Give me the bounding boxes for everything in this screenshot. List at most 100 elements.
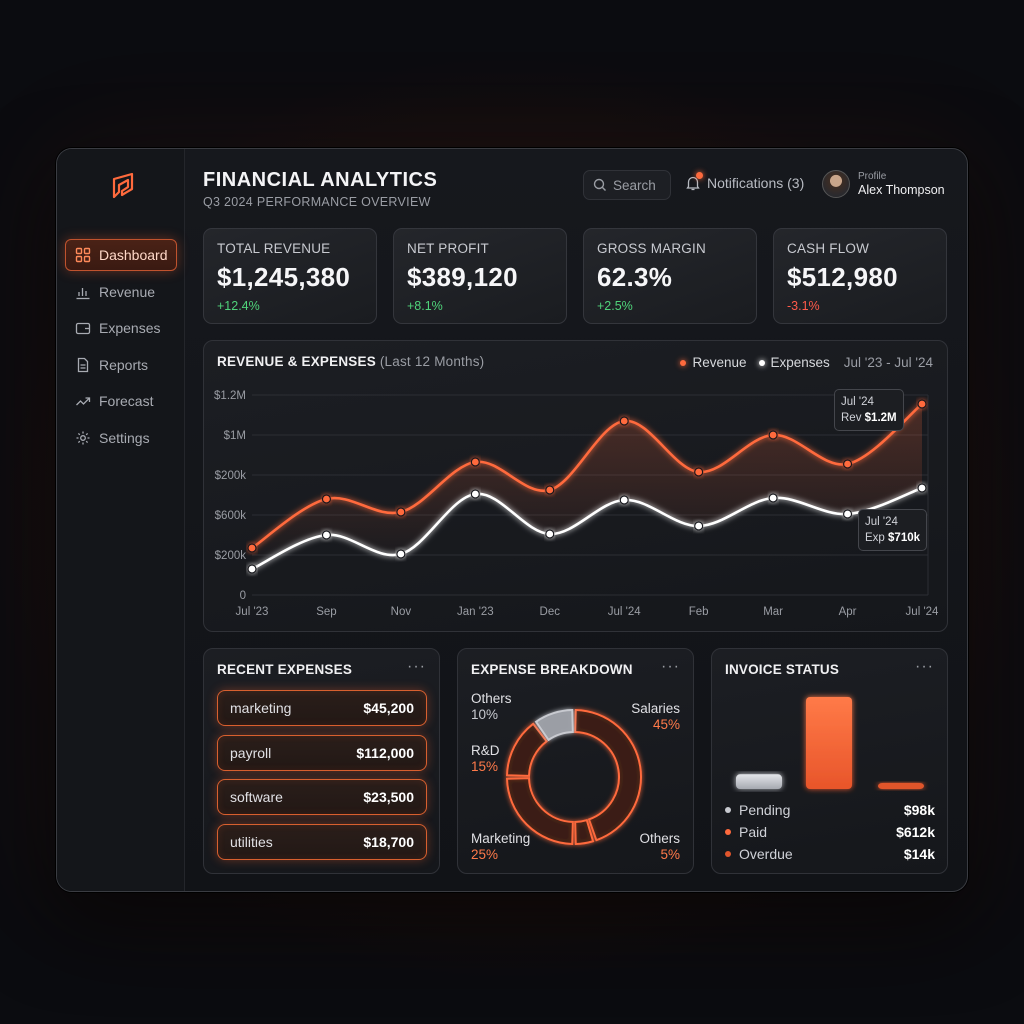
legend-dot-revenue <box>680 359 687 366</box>
donut-label-name: Others <box>471 691 512 706</box>
x-tick-label: Sep <box>316 606 336 618</box>
data-point-expenses <box>545 529 555 539</box>
main-content: FINANCIAL ANALYTICS Q3 2024 PERFORMANCE … <box>185 149 967 891</box>
tooltip-expenses-value-line: Exp $710k <box>865 530 920 546</box>
data-point-expenses <box>247 564 257 574</box>
donut-label-pct: 5% <box>660 847 680 862</box>
search-input[interactable]: Search <box>583 170 671 200</box>
invoice-status-title: INVOICE STATUS <box>725 662 840 677</box>
sidebar-item-label: Dashboard <box>99 247 168 263</box>
grid-icon <box>75 247 91 263</box>
data-point-revenue <box>545 485 555 495</box>
data-point-revenue <box>619 416 629 426</box>
brand-logo-icon[interactable] <box>107 171 135 201</box>
kpi-card-net-profit[interactable]: NET PROFIT $389,120 +8.1% <box>393 228 567 324</box>
invoice-bar-paid <box>806 697 852 789</box>
donut-segment <box>505 722 549 777</box>
kpi-card-total-revenue[interactable]: TOTAL REVENUE $1,245,380 +12.4% <box>203 228 377 324</box>
sidebar-item-expenses[interactable]: Expenses <box>65 312 177 344</box>
sidebar-item-label: Forecast <box>99 393 154 410</box>
y-tick-label: $1.2M <box>214 390 246 402</box>
tooltip-revenue-value-line: Rev $1.2M <box>841 410 897 426</box>
invoice-status-label: Paid <box>739 824 768 840</box>
donut-segment <box>574 818 595 846</box>
expense-item[interactable]: software $23,500 <box>217 779 427 815</box>
more-options-icon[interactable]: ··· <box>915 658 934 675</box>
data-point-revenue <box>917 399 927 409</box>
data-point-expenses <box>396 549 406 559</box>
tooltip-expenses-value: $710k <box>888 532 921 544</box>
sidebar-item-label: Expenses <box>99 320 161 337</box>
chart-title-note: (Last 12 Months) <box>379 354 485 369</box>
line-chart: $1.2M $1M $200k $600k $200k 0 Jul '23 Sep Nov Jan… <box>214 390 939 618</box>
y-tick-label: 0 <box>240 590 246 602</box>
donut-label-name: Salaries <box>631 701 680 716</box>
legend-label-expenses: Expenses <box>770 355 830 370</box>
kpi-delta: +2.5% <box>597 299 633 313</box>
invoice-bar-chart <box>736 697 924 789</box>
donut-segment <box>505 777 574 846</box>
expense-item[interactable]: utilities $18,700 <box>217 824 427 860</box>
sidebar-item-reports[interactable]: Reports <box>65 349 177 381</box>
more-options-icon[interactable]: ··· <box>407 658 426 675</box>
document-icon <box>77 357 89 372</box>
kpi-card-gross-margin[interactable]: GROSS MARGIN 62.3% +2.5% <box>583 228 757 324</box>
sidebar-item-dashboard[interactable]: Dashboard <box>65 239 177 271</box>
legend-item-revenue[interactable]: Revenue <box>680 355 747 370</box>
tooltip-revenue: Jul '24 Rev $1.2M <box>834 389 904 431</box>
bar-chart-icon <box>76 287 90 299</box>
more-options-icon[interactable]: ··· <box>661 658 680 675</box>
notifications-button[interactable]: Notifications (3) <box>685 172 804 191</box>
expense-item[interactable]: payroll $112,000 <box>217 735 427 771</box>
profile-name: Alex Thompson <box>858 183 945 197</box>
x-tick-label: Jan '23 <box>457 606 494 618</box>
donut-chart <box>505 708 642 846</box>
expense-item[interactable]: marketing $45,200 <box>217 690 427 726</box>
tooltip-expenses-prefix: Exp <box>865 532 885 544</box>
trend-icon <box>76 397 91 406</box>
invoice-bar-pending <box>736 774 782 789</box>
data-point-revenue <box>694 467 704 477</box>
legend-dot <box>725 807 731 813</box>
kpi-label: TOTAL REVENUE <box>217 241 331 256</box>
kpi-value: $512,980 <box>787 262 898 292</box>
expense-breakdown-title: EXPENSE BREAKDOWN <box>471 662 633 677</box>
data-point-expenses <box>321 530 332 540</box>
data-point-expenses <box>694 521 704 531</box>
donut-label-name: Marketing <box>471 831 531 846</box>
notification-badge <box>696 172 703 179</box>
expense-name: software <box>230 789 283 805</box>
search-placeholder: Search <box>613 177 656 193</box>
expense-amount: $45,200 <box>363 700 414 716</box>
data-point-revenue <box>768 430 778 440</box>
recent-expenses-title: RECENT EXPENSES <box>217 662 353 677</box>
expense-name: utilities <box>230 834 273 850</box>
tooltip-revenue-date: Jul '24 <box>841 396 874 408</box>
kpi-value: 62.3% <box>597 262 673 292</box>
x-tick-label: Jul '24 <box>906 606 939 618</box>
invoice-legend-row: Paid $612k <box>725 824 935 840</box>
kpi-card-cash-flow[interactable]: CASH FLOW $512,980 -3.1% <box>773 228 947 324</box>
donut-label-pct: 15% <box>471 759 499 774</box>
sidebar-item-label: Revenue <box>99 283 156 300</box>
kpi-label: CASH FLOW <box>787 241 870 256</box>
kpi-value: $389,120 <box>407 262 518 292</box>
sidebar-item-settings[interactable]: Settings <box>65 422 177 454</box>
app-window: Dashboard Revenue Expenses Reports Forec… <box>56 148 968 892</box>
sidebar-item-revenue[interactable]: Revenue <box>65 276 177 308</box>
series-line-revenue <box>251 402 923 550</box>
data-point-expenses <box>768 493 778 503</box>
kpi-delta: -3.1% <box>787 299 820 313</box>
bell-icon <box>685 172 703 191</box>
invoice-legend-row: Pending $98k <box>725 802 935 818</box>
y-tick-label: $200k <box>215 550 247 562</box>
date-range-label[interactable]: Jul '23 - Jul '24 <box>843 355 933 370</box>
expense-amount: $112,000 <box>356 745 414 761</box>
kpi-delta: +8.1% <box>407 299 443 313</box>
sidebar-item-forecast[interactable]: Forecast <box>65 385 177 417</box>
recent-expenses-panel: RECENT EXPENSES ··· marketing $45,200 pa… <box>203 648 440 874</box>
revenue-expenses-chart-panel: REVENUE & EXPENSES (Last 12 Months) Reve… <box>203 340 948 632</box>
profile-menu[interactable]: Profile Alex Thompson <box>822 170 945 198</box>
tooltip-revenue-value: $1.2M <box>864 412 897 424</box>
legend-item-expenses[interactable]: Expenses <box>758 355 830 370</box>
